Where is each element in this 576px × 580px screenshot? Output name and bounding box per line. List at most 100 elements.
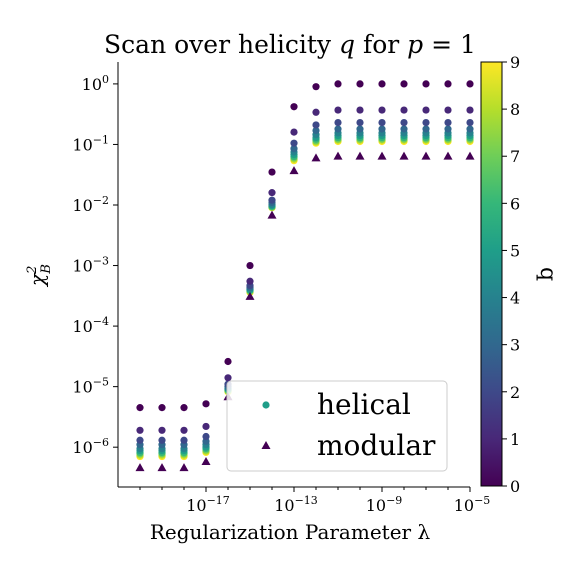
helical-point	[356, 80, 364, 88]
y-tick-label: 10−5	[72, 376, 109, 397]
y-tick-label: 10−1	[72, 133, 109, 154]
colorbar-tick-label: 8	[510, 100, 520, 119]
helical-point	[378, 125, 386, 133]
helical-point	[224, 374, 232, 382]
helical-point	[136, 404, 144, 412]
modular-point	[289, 166, 299, 175]
helical-point	[224, 357, 232, 366]
helical-point	[290, 103, 298, 111]
modular-point	[465, 151, 475, 160]
modular-point	[267, 210, 277, 219]
colorbar-label: q	[535, 267, 560, 281]
helical-point	[202, 432, 210, 441]
helical-point	[422, 118, 430, 127]
helical-point	[334, 125, 342, 133]
modular-point	[355, 151, 365, 160]
helical-point	[312, 121, 320, 129]
colorbar-tick-label: 6	[510, 194, 520, 213]
y-axis-label: χ2B	[25, 264, 54, 288]
legend-helical-label: helical	[317, 388, 411, 421]
x-tick-label: 10−13	[274, 494, 318, 515]
helical-point	[444, 118, 452, 127]
helical-point	[246, 277, 254, 285]
helical-point	[158, 436, 166, 444]
modular-point	[157, 463, 167, 472]
y-tick-label: 10−3	[72, 255, 109, 276]
y-tick-label: 10−2	[72, 194, 109, 215]
modular-point	[179, 463, 189, 472]
helical-point	[378, 118, 386, 127]
modular-point	[333, 151, 343, 160]
colorbar: 0 1 2 3 4 5 6 7 8 9 q	[480, 53, 560, 496]
x-tick-label: 10−5	[454, 494, 491, 515]
legend-helical-marker	[262, 401, 270, 409]
helical-point	[356, 118, 364, 127]
helical-point	[158, 426, 166, 434]
helical-point	[158, 404, 166, 412]
colorbar-gradient	[480, 61, 503, 487]
x-ticks: 10−17 10−13 10−9 10−5	[139, 487, 491, 515]
colorbar-tick-label: 7	[510, 147, 520, 166]
helical-point	[400, 125, 408, 133]
helical-point	[246, 261, 254, 270]
modular-point	[377, 151, 387, 160]
helical-point	[312, 83, 320, 91]
colorbar-tick-label: 9	[510, 53, 520, 72]
modular-point	[443, 151, 453, 160]
helical-point	[444, 80, 452, 88]
y-tick-label: 10−6	[72, 436, 109, 457]
helical-point	[202, 400, 210, 408]
colorbar-ticks: 0 1 2 3 4 5 6 7 8 9	[502, 53, 520, 496]
helical-point	[268, 189, 276, 197]
modular-point	[399, 151, 409, 160]
x-tick-label: 10−9	[366, 494, 403, 515]
modular-point	[201, 457, 211, 466]
helical-point	[180, 436, 188, 444]
y-tick-label: 10−4	[72, 315, 109, 336]
helical-point	[466, 125, 474, 133]
helical-point	[136, 436, 144, 444]
helical-point	[290, 128, 298, 136]
modular-point	[245, 291, 255, 300]
helical-point	[422, 80, 430, 88]
helical-point	[290, 139, 298, 147]
helical-point	[400, 118, 408, 127]
helical-point	[444, 106, 452, 114]
colorbar-tick-label: 2	[510, 383, 520, 402]
y-tick-label: 100	[82, 73, 109, 94]
helical-point	[400, 106, 408, 114]
colorbar-tick-label: 5	[510, 241, 520, 260]
helical-point	[334, 118, 342, 127]
helical-point	[268, 168, 276, 176]
helical-point	[290, 145, 298, 153]
helical-point	[202, 422, 210, 431]
legend-modular-marker	[261, 441, 271, 449]
helical-point	[180, 404, 188, 412]
helical-point	[180, 426, 188, 434]
helical-point	[334, 80, 342, 88]
colorbar-tick-label: 3	[510, 336, 520, 355]
helical-point	[378, 80, 386, 88]
modular-point	[311, 153, 321, 162]
helical-point	[466, 118, 474, 127]
y-ticks: 100 10−1 10−2 10−3 10−4 10−5 10−6	[72, 73, 118, 457]
colorbar-tick-label: 1	[510, 430, 520, 449]
chart-title: Scan over helicity q for p = 1	[104, 30, 476, 59]
helical-point	[422, 125, 430, 133]
helical-point	[400, 80, 408, 88]
helical-point	[356, 125, 364, 133]
colorbar-tick-label: 0	[510, 477, 520, 496]
x-tick-label: 10−17	[186, 494, 230, 515]
data-points	[135, 80, 475, 472]
legend-modular-label: modular	[317, 429, 436, 462]
helical-point	[268, 196, 276, 204]
legend-box	[226, 380, 448, 472]
helical-point	[136, 426, 144, 434]
helical-point	[378, 106, 386, 114]
legend: helical modular	[226, 380, 448, 472]
x-axis-label: Regularization Parameter λ	[150, 520, 431, 544]
helical-point	[422, 106, 430, 114]
modular-point	[421, 151, 431, 160]
helical-point	[444, 125, 452, 133]
